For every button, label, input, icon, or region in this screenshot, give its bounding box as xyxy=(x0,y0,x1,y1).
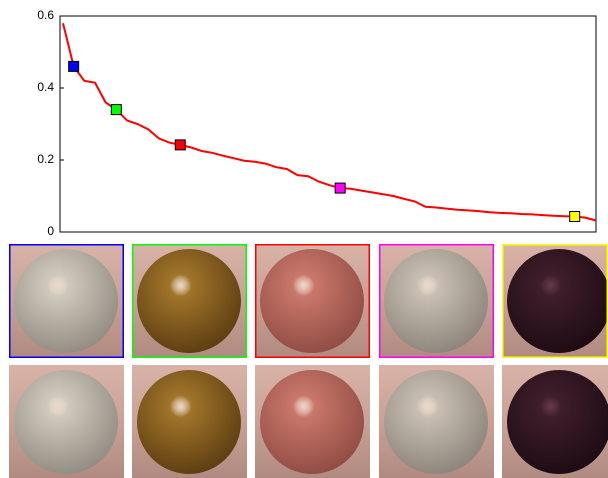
sphere xyxy=(507,370,608,474)
marker xyxy=(110,104,122,116)
plot-frame xyxy=(59,15,597,233)
y-tick-label: 0.6 xyxy=(37,8,54,22)
sphere xyxy=(137,370,241,474)
sphere xyxy=(14,249,118,353)
sphere xyxy=(260,249,364,353)
marker xyxy=(68,60,80,72)
y-tick-label: 0 xyxy=(47,224,54,238)
marker xyxy=(334,182,346,194)
marker xyxy=(569,211,581,223)
sphere xyxy=(137,249,241,353)
thumbnail-frame xyxy=(255,244,370,358)
thumbnail-frame xyxy=(9,244,124,358)
thumbnail-frame xyxy=(502,244,608,358)
sphere xyxy=(14,370,118,474)
sphere xyxy=(384,370,488,474)
y-tick-label: 0.2 xyxy=(37,152,54,166)
thumbnail-frame xyxy=(132,244,247,358)
y-tick-label: 0.4 xyxy=(37,80,54,94)
marker xyxy=(174,139,186,151)
sphere xyxy=(384,249,488,353)
line xyxy=(62,22,597,222)
thumbnail-frame xyxy=(379,244,494,358)
sphere xyxy=(260,370,364,474)
sphere xyxy=(507,249,608,353)
